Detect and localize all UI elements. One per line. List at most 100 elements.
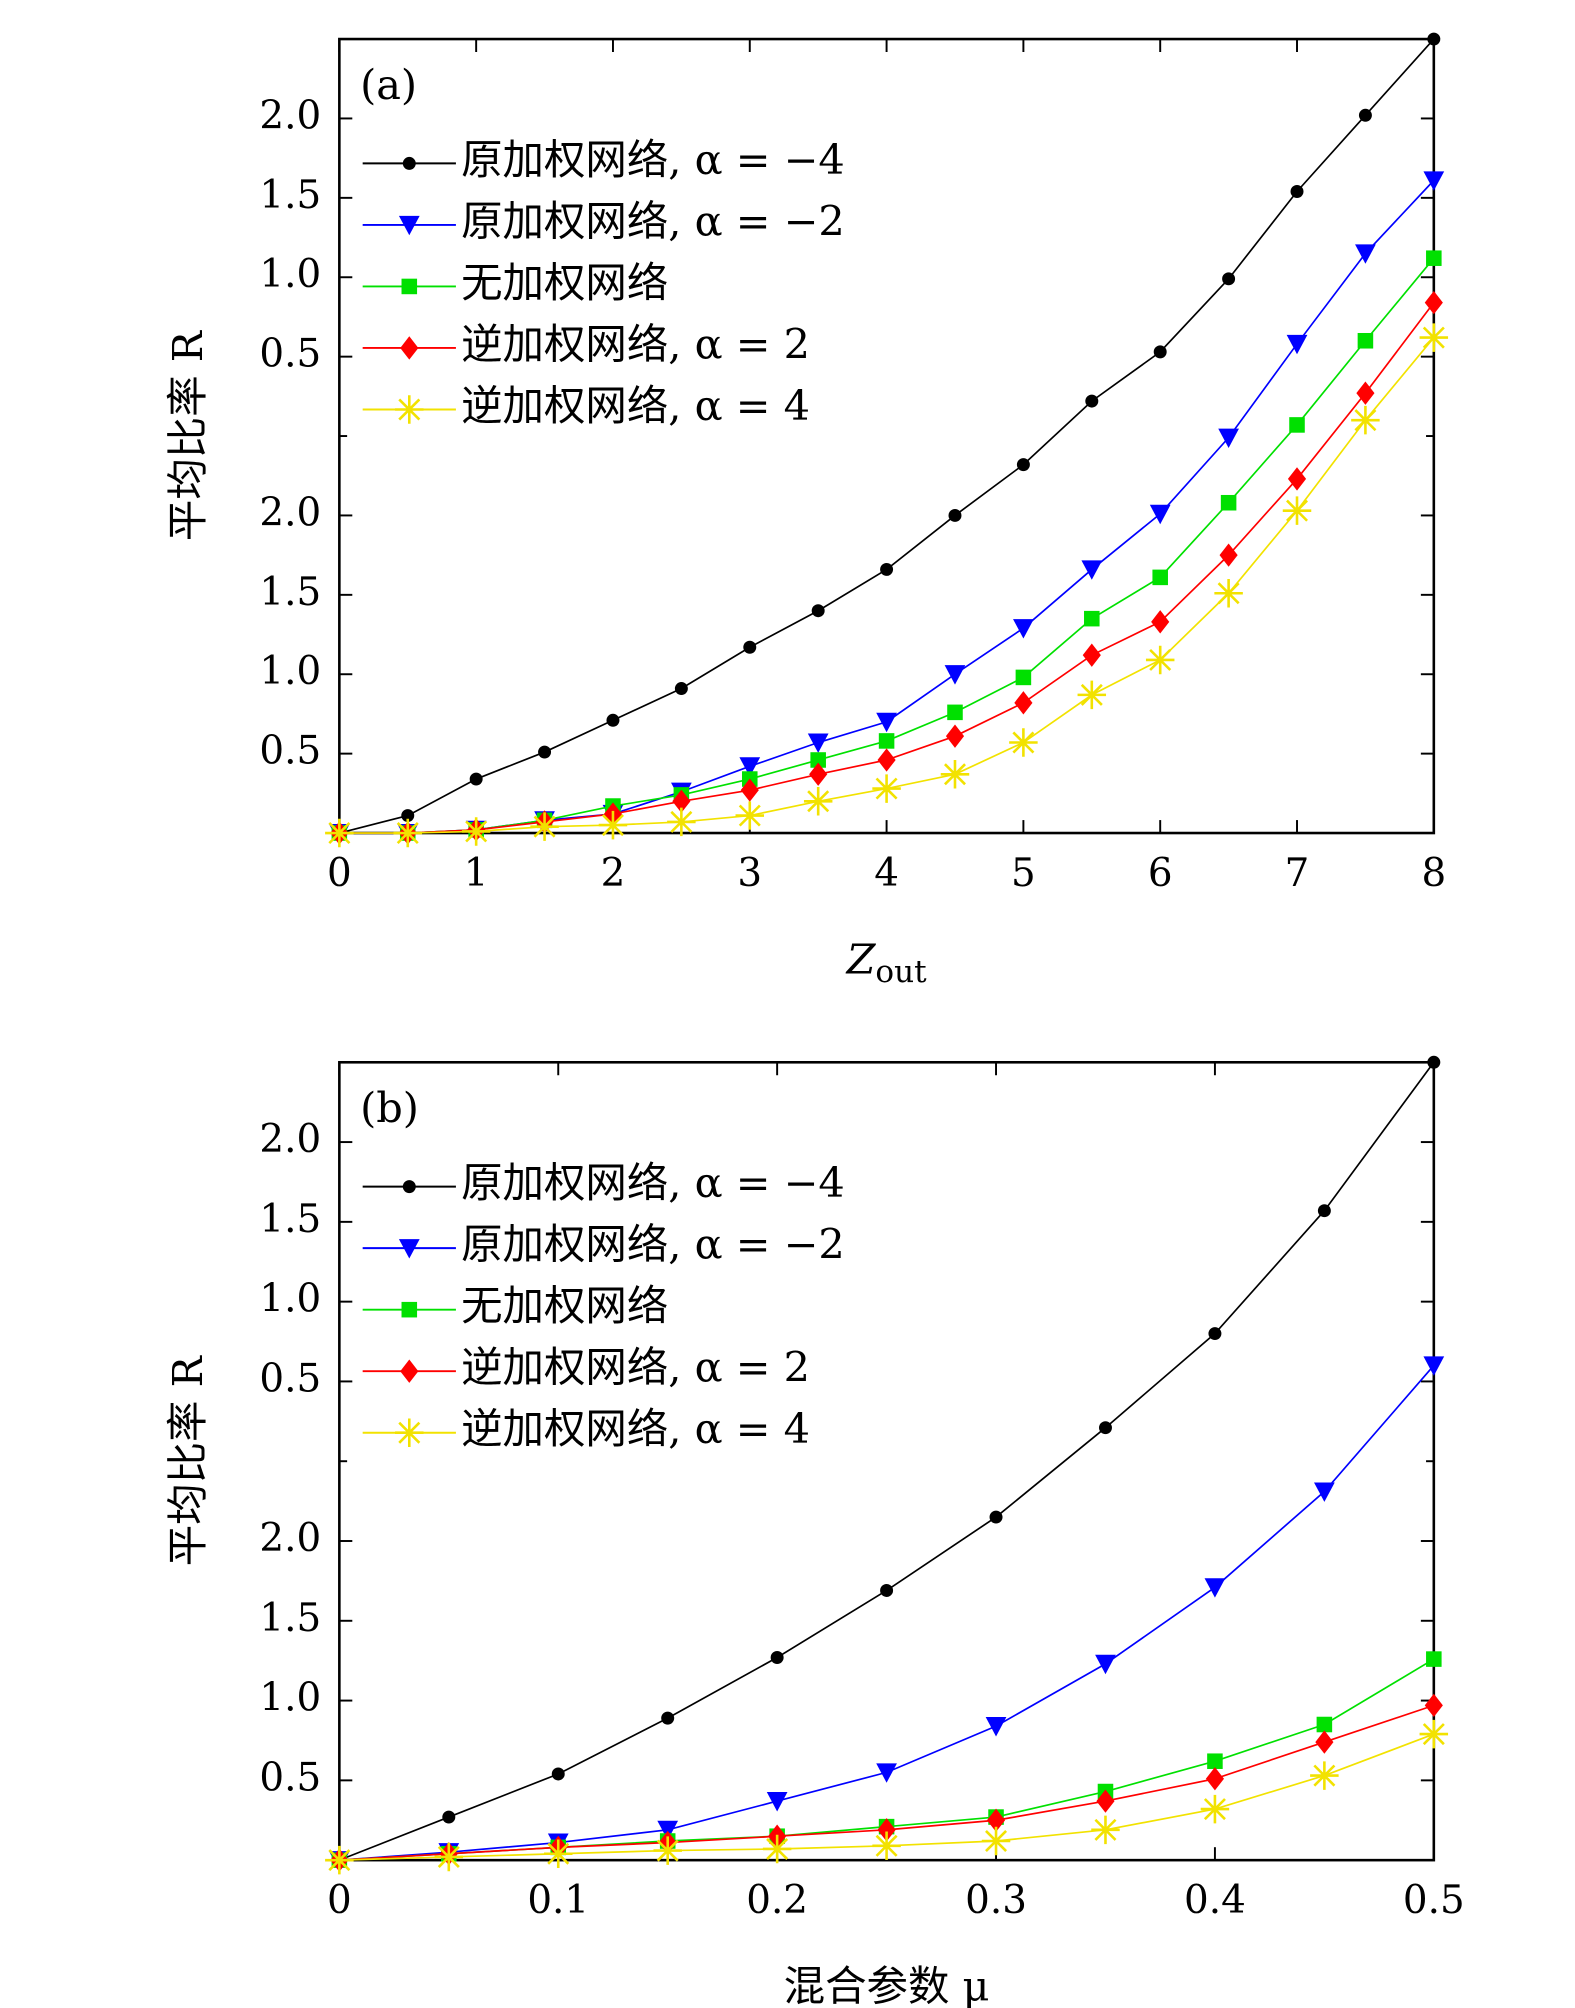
marker (672, 789, 691, 813)
marker (1423, 1356, 1445, 1376)
marker (395, 395, 424, 424)
marker (1152, 569, 1168, 586)
marker (877, 748, 896, 772)
marker (398, 215, 420, 236)
marker (1200, 1794, 1230, 1824)
x-tick-label: 6 (1148, 851, 1173, 896)
y-axis-label: 平均比率 R (164, 1354, 212, 1566)
marker (1218, 428, 1239, 448)
marker (985, 1717, 1007, 1737)
legend-label: 原加权网络, α = −2 (461, 1221, 845, 1269)
marker (1317, 1204, 1331, 1218)
x-tick-label: 2 (601, 851, 626, 896)
y-tick-label: 0.5 (259, 1356, 321, 1401)
marker (1355, 244, 1376, 264)
marker (877, 1818, 896, 1842)
marker (743, 640, 757, 654)
marker (1315, 1730, 1334, 1754)
marker (402, 156, 416, 170)
marker (1286, 334, 1308, 355)
x-tick-label: 0.3 (965, 1878, 1027, 1923)
marker (1424, 290, 1443, 315)
marker (880, 562, 894, 576)
marker (1145, 645, 1175, 675)
legend-label: 逆加权网络, α = 4 (461, 1405, 810, 1453)
x-tick-label: 4 (874, 851, 899, 896)
marker (948, 508, 962, 522)
marker (981, 1826, 1011, 1856)
marker (598, 810, 628, 840)
marker (940, 760, 970, 789)
marker (530, 812, 559, 841)
marker (1287, 467, 1307, 491)
marker (469, 772, 483, 786)
marker (461, 817, 491, 846)
marker (872, 1831, 901, 1861)
marker (1153, 345, 1167, 359)
marker (434, 1842, 464, 1872)
marker (1310, 1761, 1339, 1790)
x-tick-label: 0.2 (746, 1878, 808, 1923)
legend-label: 原加权网络, α = −4 (461, 1159, 845, 1207)
y-tick-label: 1.0 (259, 1277, 321, 1322)
marker (606, 713, 620, 727)
x-axis-label-main: 混合参数 μ (784, 1962, 990, 2008)
marker (810, 752, 826, 768)
marker (739, 757, 761, 777)
x-axis-label-sub: out (875, 953, 927, 989)
marker (1149, 504, 1171, 525)
marker (1419, 1719, 1449, 1749)
marker (1077, 680, 1107, 710)
legend-label: 无加权网络 (461, 259, 668, 307)
marker (398, 1239, 420, 1259)
marker (740, 778, 759, 802)
marker (762, 1834, 792, 1864)
marker (872, 774, 901, 803)
marker (1289, 417, 1305, 433)
marker (442, 1810, 456, 1824)
marker (667, 807, 696, 837)
y-tick-label: 1.0 (259, 252, 321, 297)
marker (1091, 1815, 1120, 1845)
marker (735, 801, 765, 830)
marker (878, 733, 895, 749)
marker (674, 682, 688, 696)
x-tick-label: 7 (1285, 851, 1310, 896)
marker (1290, 185, 1304, 198)
x-tick-label: 0 (327, 851, 352, 896)
legend-label: 无加权网络 (461, 1282, 668, 1330)
marker (1356, 381, 1375, 405)
marker (945, 724, 965, 748)
y-tick-label: 1.5 (259, 1197, 321, 1242)
marker (551, 1767, 565, 1781)
marker (1204, 1578, 1226, 1598)
marker (1205, 1767, 1224, 1791)
x-tick-label: 0.5 (1403, 1878, 1465, 1923)
marker (401, 809, 415, 823)
marker (1423, 171, 1445, 191)
marker (1015, 669, 1032, 686)
x-axis-label-main: Z (845, 935, 877, 983)
marker (1013, 619, 1034, 639)
y-tick-label: 2.0 (259, 1516, 321, 1561)
marker (1016, 458, 1030, 472)
legend-label: 逆加权网络, α = 2 (461, 1344, 810, 1392)
marker (538, 745, 552, 759)
legend-label: 逆加权网络, α = 2 (461, 320, 810, 368)
marker (770, 1651, 784, 1664)
y-tick-label: 1.5 (259, 1596, 321, 1641)
y-tick-label: 1.0 (259, 1676, 321, 1721)
x-tick-label: 0 (327, 1878, 352, 1923)
panel-label: (b) (360, 1084, 419, 1132)
marker (1219, 543, 1238, 567)
marker (880, 1583, 894, 1597)
marker (1222, 272, 1236, 286)
marker (1014, 691, 1033, 715)
x-tick-label: 0.4 (1184, 1878, 1246, 1923)
marker (1419, 323, 1449, 352)
marker (1220, 494, 1237, 511)
legend-label: 原加权网络, α = −2 (461, 197, 845, 245)
marker (1081, 560, 1103, 580)
marker (1207, 1753, 1223, 1769)
